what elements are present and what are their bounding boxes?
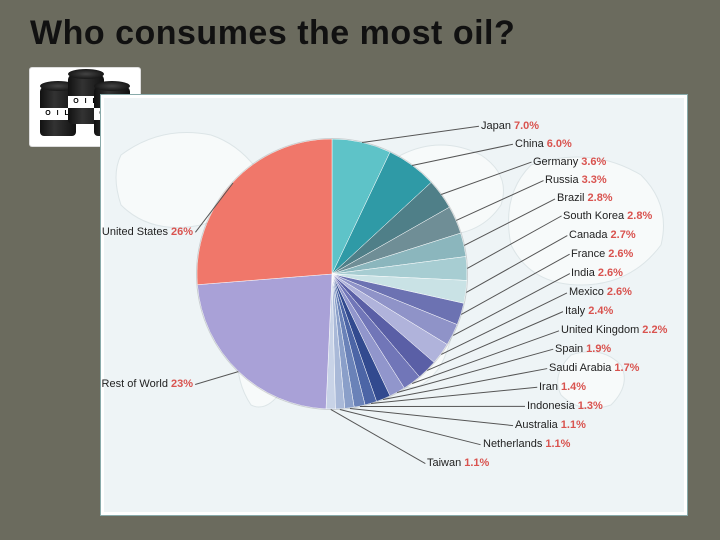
legend-pct: 7.0% <box>514 120 539 132</box>
legend-name: Saudi Arabia <box>549 362 611 374</box>
legend-pct: 2.8% <box>627 210 652 222</box>
legend-entry: Japan7.0% <box>481 121 539 132</box>
legend-name: United States <box>102 226 168 238</box>
legend-name: Rest of World <box>102 378 168 390</box>
legend-entry: Saudi Arabia1.7% <box>549 363 639 374</box>
legend-entry: China6.0% <box>515 139 572 150</box>
legend-name: China <box>515 138 544 150</box>
legend-pct: 1.9% <box>586 343 611 355</box>
legend-name: Canada <box>569 229 608 241</box>
legend-name: India <box>571 267 595 279</box>
legend-pct: 1.1% <box>545 438 570 450</box>
legend-entry: Indonesia1.3% <box>527 401 603 412</box>
legend-entry: Netherlands1.1% <box>483 439 570 450</box>
legend-name: Iran <box>539 381 558 393</box>
legend-entry: Rest of World23% <box>102 379 193 390</box>
legend-name: Taiwan <box>427 457 461 469</box>
legend-pct: 1.3% <box>578 400 603 412</box>
legend-pct: 6.0% <box>547 138 572 150</box>
legend-entry: Italy2.4% <box>565 306 613 317</box>
legend-entry: Spain1.9% <box>555 344 611 355</box>
legend-name: South Korea <box>563 210 624 222</box>
legend-pct: 2.6% <box>598 267 623 279</box>
legend-entry: United States26% <box>102 227 193 238</box>
legend-name: Spain <box>555 343 583 355</box>
legend-name: Germany <box>533 156 578 168</box>
legend-entry: India2.6% <box>571 268 623 279</box>
legend-entry: Russia3.3% <box>545 175 607 186</box>
legend-entry: Germany3.6% <box>533 157 606 168</box>
legend-pct: 3.6% <box>581 156 606 168</box>
legend-pct: 26% <box>171 226 193 238</box>
legend-name: France <box>571 248 605 260</box>
legend-entry: France2.6% <box>571 249 633 260</box>
legend-name: Russia <box>545 174 579 186</box>
legend-entry: Brazil2.8% <box>557 193 613 204</box>
legend-pct: 23% <box>171 378 193 390</box>
legend-pct: 3.3% <box>582 174 607 186</box>
legend-entry: Iran1.4% <box>539 382 586 393</box>
page-title: Who consumes the most oil? <box>30 14 515 53</box>
pie-slice <box>197 139 332 285</box>
pie-slice <box>197 274 332 409</box>
legend-name: Japan <box>481 120 511 132</box>
legend-entry: Taiwan1.1% <box>427 458 489 469</box>
legend-name: Netherlands <box>483 438 542 450</box>
legend-pct: 2.4% <box>588 305 613 317</box>
legend-pct: 2.7% <box>611 229 636 241</box>
legend-entry: Canada2.7% <box>569 230 636 241</box>
chart-panel: Japan7.0%China6.0%Germany3.6%Russia3.3%B… <box>100 94 688 516</box>
legend-name: United Kingdom <box>561 324 639 336</box>
pie-chart <box>197 139 467 409</box>
legend-name: Brazil <box>557 192 585 204</box>
legend-pct: 1.7% <box>614 362 639 374</box>
legend-pct: 2.2% <box>642 324 667 336</box>
legend-name: Indonesia <box>527 400 575 412</box>
legend-name: Italy <box>565 305 585 317</box>
legend-pct: 2.6% <box>608 248 633 260</box>
legend-name: Australia <box>515 419 558 431</box>
legend-pct: 2.8% <box>588 192 613 204</box>
legend-entry: Australia1.1% <box>515 420 586 431</box>
legend-pct: 2.6% <box>607 286 632 298</box>
legend-pct: 1.1% <box>464 457 489 469</box>
legend-name: Mexico <box>569 286 604 298</box>
legend-entry: South Korea2.8% <box>563 211 652 222</box>
legend-entry: United Kingdom2.2% <box>561 325 667 336</box>
legend-pct: 1.1% <box>561 419 586 431</box>
legend-entry: Mexico2.6% <box>569 287 632 298</box>
legend-pct: 1.4% <box>561 381 586 393</box>
